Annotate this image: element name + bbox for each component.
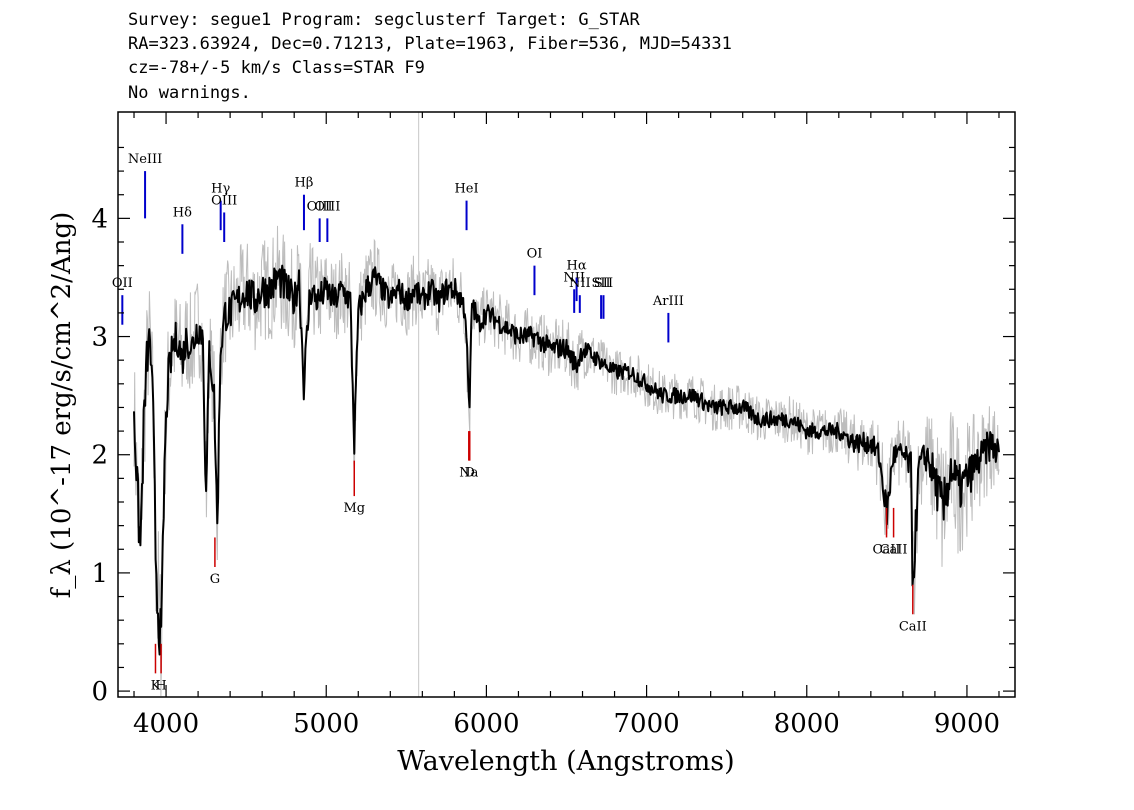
emission-line-label: ArIII [652,294,684,309]
plot-frame [117,111,1016,698]
x-tick-label: 5000 [293,709,359,739]
absorption-line-label: G [210,572,220,587]
emission-line-label: NII [563,270,585,285]
error-band-line [133,225,1000,697]
emission-line-label: OIII [314,199,340,214]
error-band [133,225,1000,697]
header-survey-line: Survey: segue1 Program: segclusterf Targ… [128,10,640,30]
flux-series [133,264,1000,656]
y-tick-label: 2 [91,441,108,471]
absorption-line-label: Mg [343,501,365,516]
emission-line-label: HeI [454,182,478,197]
absorption-line-label: D [465,466,475,481]
emission-line-label: Hβ [295,176,314,191]
header-class-line: cz=-78+/-5 km/s Class=STAR F9 [128,58,425,78]
emission-line-label: Hα [567,258,587,273]
absorption-line-label: CaII [873,542,901,557]
y-tick-label: 1 [91,559,108,589]
emission-line-label: Hδ [173,205,192,220]
absorption-line-label: Na [459,466,478,481]
x-axis-label: Wavelength (Angstroms) [397,746,734,777]
x-tick-label: 4000 [133,709,199,739]
y-tick-label: 3 [91,323,108,353]
absorption-line-label: K [151,678,161,693]
flux-line [133,264,1000,656]
emission-line-label: SII [594,276,613,291]
emission-line-label: OI [527,247,543,262]
absorption-line-label: CaII [880,542,908,557]
header-warnings-line: No warnings. [128,83,251,103]
x-tick-label: 8000 [774,709,840,739]
emission-line-label: NII [569,276,591,291]
x-tick-label: 9000 [934,709,1000,739]
emission-line-label: OIII [211,193,237,208]
emission-line-label: OII [112,276,133,291]
x-tick-label: 7000 [614,709,680,739]
y-tick-label: 4 [91,204,108,234]
x-tick-label: 6000 [453,709,519,739]
emission-line-label: Hγ [211,182,230,197]
absorption-line-label: CaII [899,619,927,634]
y-tick-label: 0 [91,677,108,707]
absorption-line-label: H [155,678,166,693]
axis-ticks: 4000 5000 6000 7000 8000 9000 0 1 2 3 4 [91,112,1015,739]
emission-line-label: SII [592,276,611,291]
emission-line-label: OIII [307,199,333,214]
y-axis-label: f_λ (10^-17 erg/s/cm^2/Ang) [47,212,77,598]
emission-line-label: NeIII [128,152,162,167]
header-coords-line: RA=323.63924, Dec=0.71213, Plate=1963, F… [128,34,732,54]
